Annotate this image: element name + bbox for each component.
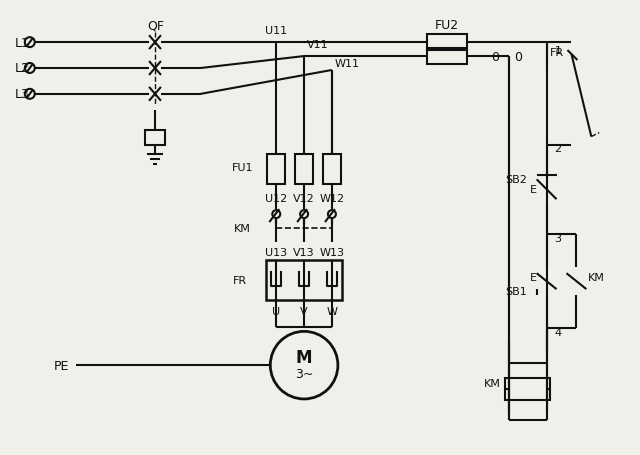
Text: FR: FR: [234, 275, 248, 285]
Text: W: W: [326, 307, 337, 317]
Text: 0: 0: [491, 51, 499, 63]
Bar: [295, 155, 313, 185]
Text: V13: V13: [293, 248, 315, 257]
Text: SB1: SB1: [505, 287, 527, 297]
Text: KM: KM: [588, 273, 605, 283]
Text: FU1: FU1: [232, 163, 253, 173]
Text: FR: FR: [549, 48, 563, 58]
Bar: [323, 155, 341, 185]
Text: 1: 1: [555, 46, 561, 56]
Bar: [428, 49, 467, 65]
Text: 3: 3: [555, 233, 561, 243]
Text: L2: L2: [15, 62, 29, 76]
Text: SB2: SB2: [505, 175, 527, 185]
Text: V12: V12: [293, 194, 315, 204]
Text: 0: 0: [514, 51, 522, 63]
Text: KM: KM: [234, 223, 250, 233]
Bar: [266, 260, 342, 300]
Text: M: M: [296, 349, 312, 366]
Text: U: U: [272, 307, 280, 317]
Text: QF: QF: [147, 20, 164, 33]
Text: L1: L1: [15, 36, 29, 50]
Bar: [145, 130, 165, 145]
Text: FU2: FU2: [435, 19, 460, 32]
Text: U13: U13: [265, 248, 287, 257]
Text: W11: W11: [334, 59, 359, 69]
Text: PE: PE: [54, 359, 70, 372]
Text: V11: V11: [307, 40, 329, 50]
Text: L3: L3: [15, 88, 29, 101]
Text: 3~: 3~: [295, 367, 314, 380]
Text: W13: W13: [319, 248, 344, 257]
Text: V: V: [300, 307, 308, 317]
Text: U12: U12: [265, 194, 287, 204]
Text: 4: 4: [555, 328, 562, 338]
Text: E: E: [530, 273, 537, 283]
Bar: [506, 378, 550, 400]
Text: U11: U11: [265, 26, 287, 36]
Text: KM: KM: [483, 378, 500, 388]
Bar: [428, 35, 467, 51]
Text: W12: W12: [319, 194, 344, 204]
Text: 2: 2: [555, 144, 562, 154]
Bar: [268, 155, 285, 185]
Text: E: E: [530, 185, 537, 195]
